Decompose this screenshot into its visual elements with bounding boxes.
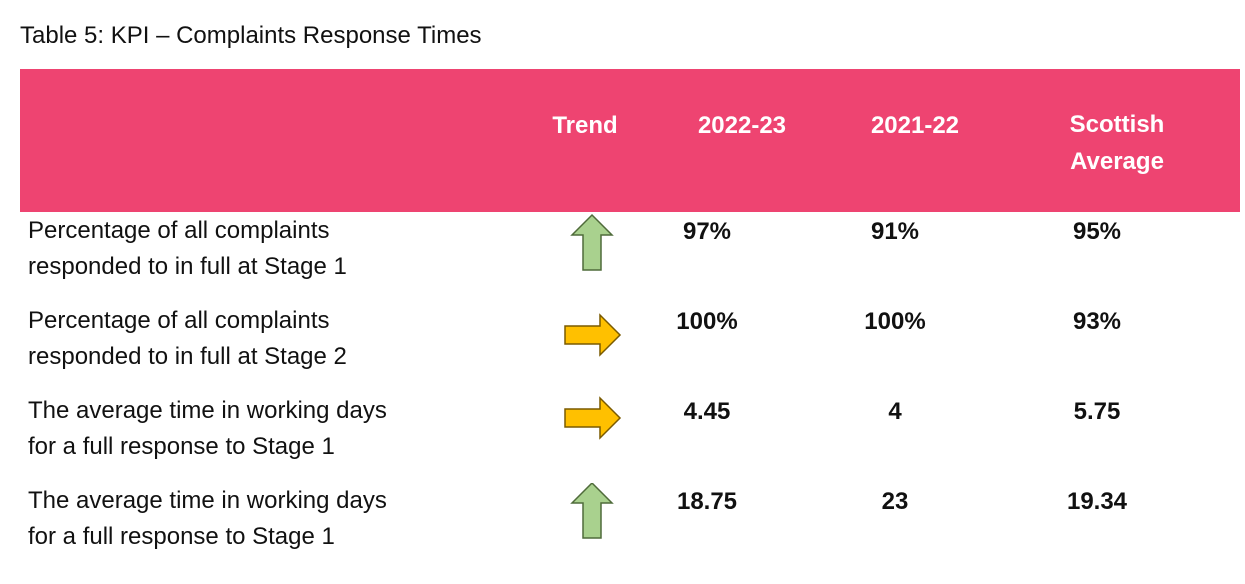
table-row: Percentage of all complaints responded t… [0, 303, 1245, 391]
header-scottish-average-line1: Scottish [1069, 111, 1165, 138]
value-2021-22: 100% [864, 308, 926, 335]
header-trend: Trend [552, 112, 618, 139]
row-description-line1: Percentage of all complaints [28, 307, 330, 334]
row-description-line2: for a full response to Stage 1 [28, 433, 335, 460]
right-arrow-icon [564, 396, 622, 440]
row-description-line1: The average time in working days [28, 487, 387, 514]
value-scottish-average: 5.75 [1073, 398, 1121, 425]
header-scottish-average-line2: Average [1070, 148, 1164, 175]
value-2021-22: 91% [870, 218, 920, 245]
value-2022-23: 18.75 [676, 488, 738, 515]
value-2022-23: 97% [682, 218, 732, 245]
row-description-line2: responded to in full at Stage 1 [28, 253, 347, 280]
value-2022-23: 4.45 [683, 398, 731, 425]
row-description-line2: responded to in full at Stage 2 [28, 343, 347, 370]
row-description-line1: Percentage of all complaints [28, 217, 330, 244]
up-arrow-icon [570, 213, 614, 271]
row-description: The average time in working days for a f… [28, 483, 488, 555]
value-scottish-average: 93% [1072, 308, 1122, 335]
table-caption: Table 5: KPI – Complaints Response Times [20, 22, 482, 49]
row-description-line1: The average time in working days [28, 397, 387, 424]
table-row: The average time in working days for a f… [0, 393, 1245, 481]
row-description: The average time in working days for a f… [28, 393, 488, 465]
row-description-line2: for a full response to Stage 1 [28, 523, 335, 550]
value-2021-22: 4 [888, 398, 902, 425]
table-row: The average time in working days for a f… [0, 483, 1245, 571]
header-scottish-average: Scottish Average [1032, 106, 1202, 180]
value-scottish-average: 19.34 [1066, 488, 1128, 515]
header-2021-22: 2021-22 [870, 112, 960, 139]
value-scottish-average: 95% [1072, 218, 1122, 245]
table-header: Trend 2022-23 2021-22 Scottish Average [20, 69, 1240, 212]
up-arrow-icon [570, 483, 614, 539]
right-arrow-icon [564, 313, 622, 357]
header-2022-23: 2022-23 [697, 112, 787, 139]
row-description: Percentage of all complaints responded t… [28, 213, 488, 285]
row-description: Percentage of all complaints responded t… [28, 303, 488, 375]
value-2022-23: 100% [676, 308, 738, 335]
value-2021-22: 23 [881, 488, 909, 515]
table-row: Percentage of all complaints responded t… [0, 213, 1245, 301]
